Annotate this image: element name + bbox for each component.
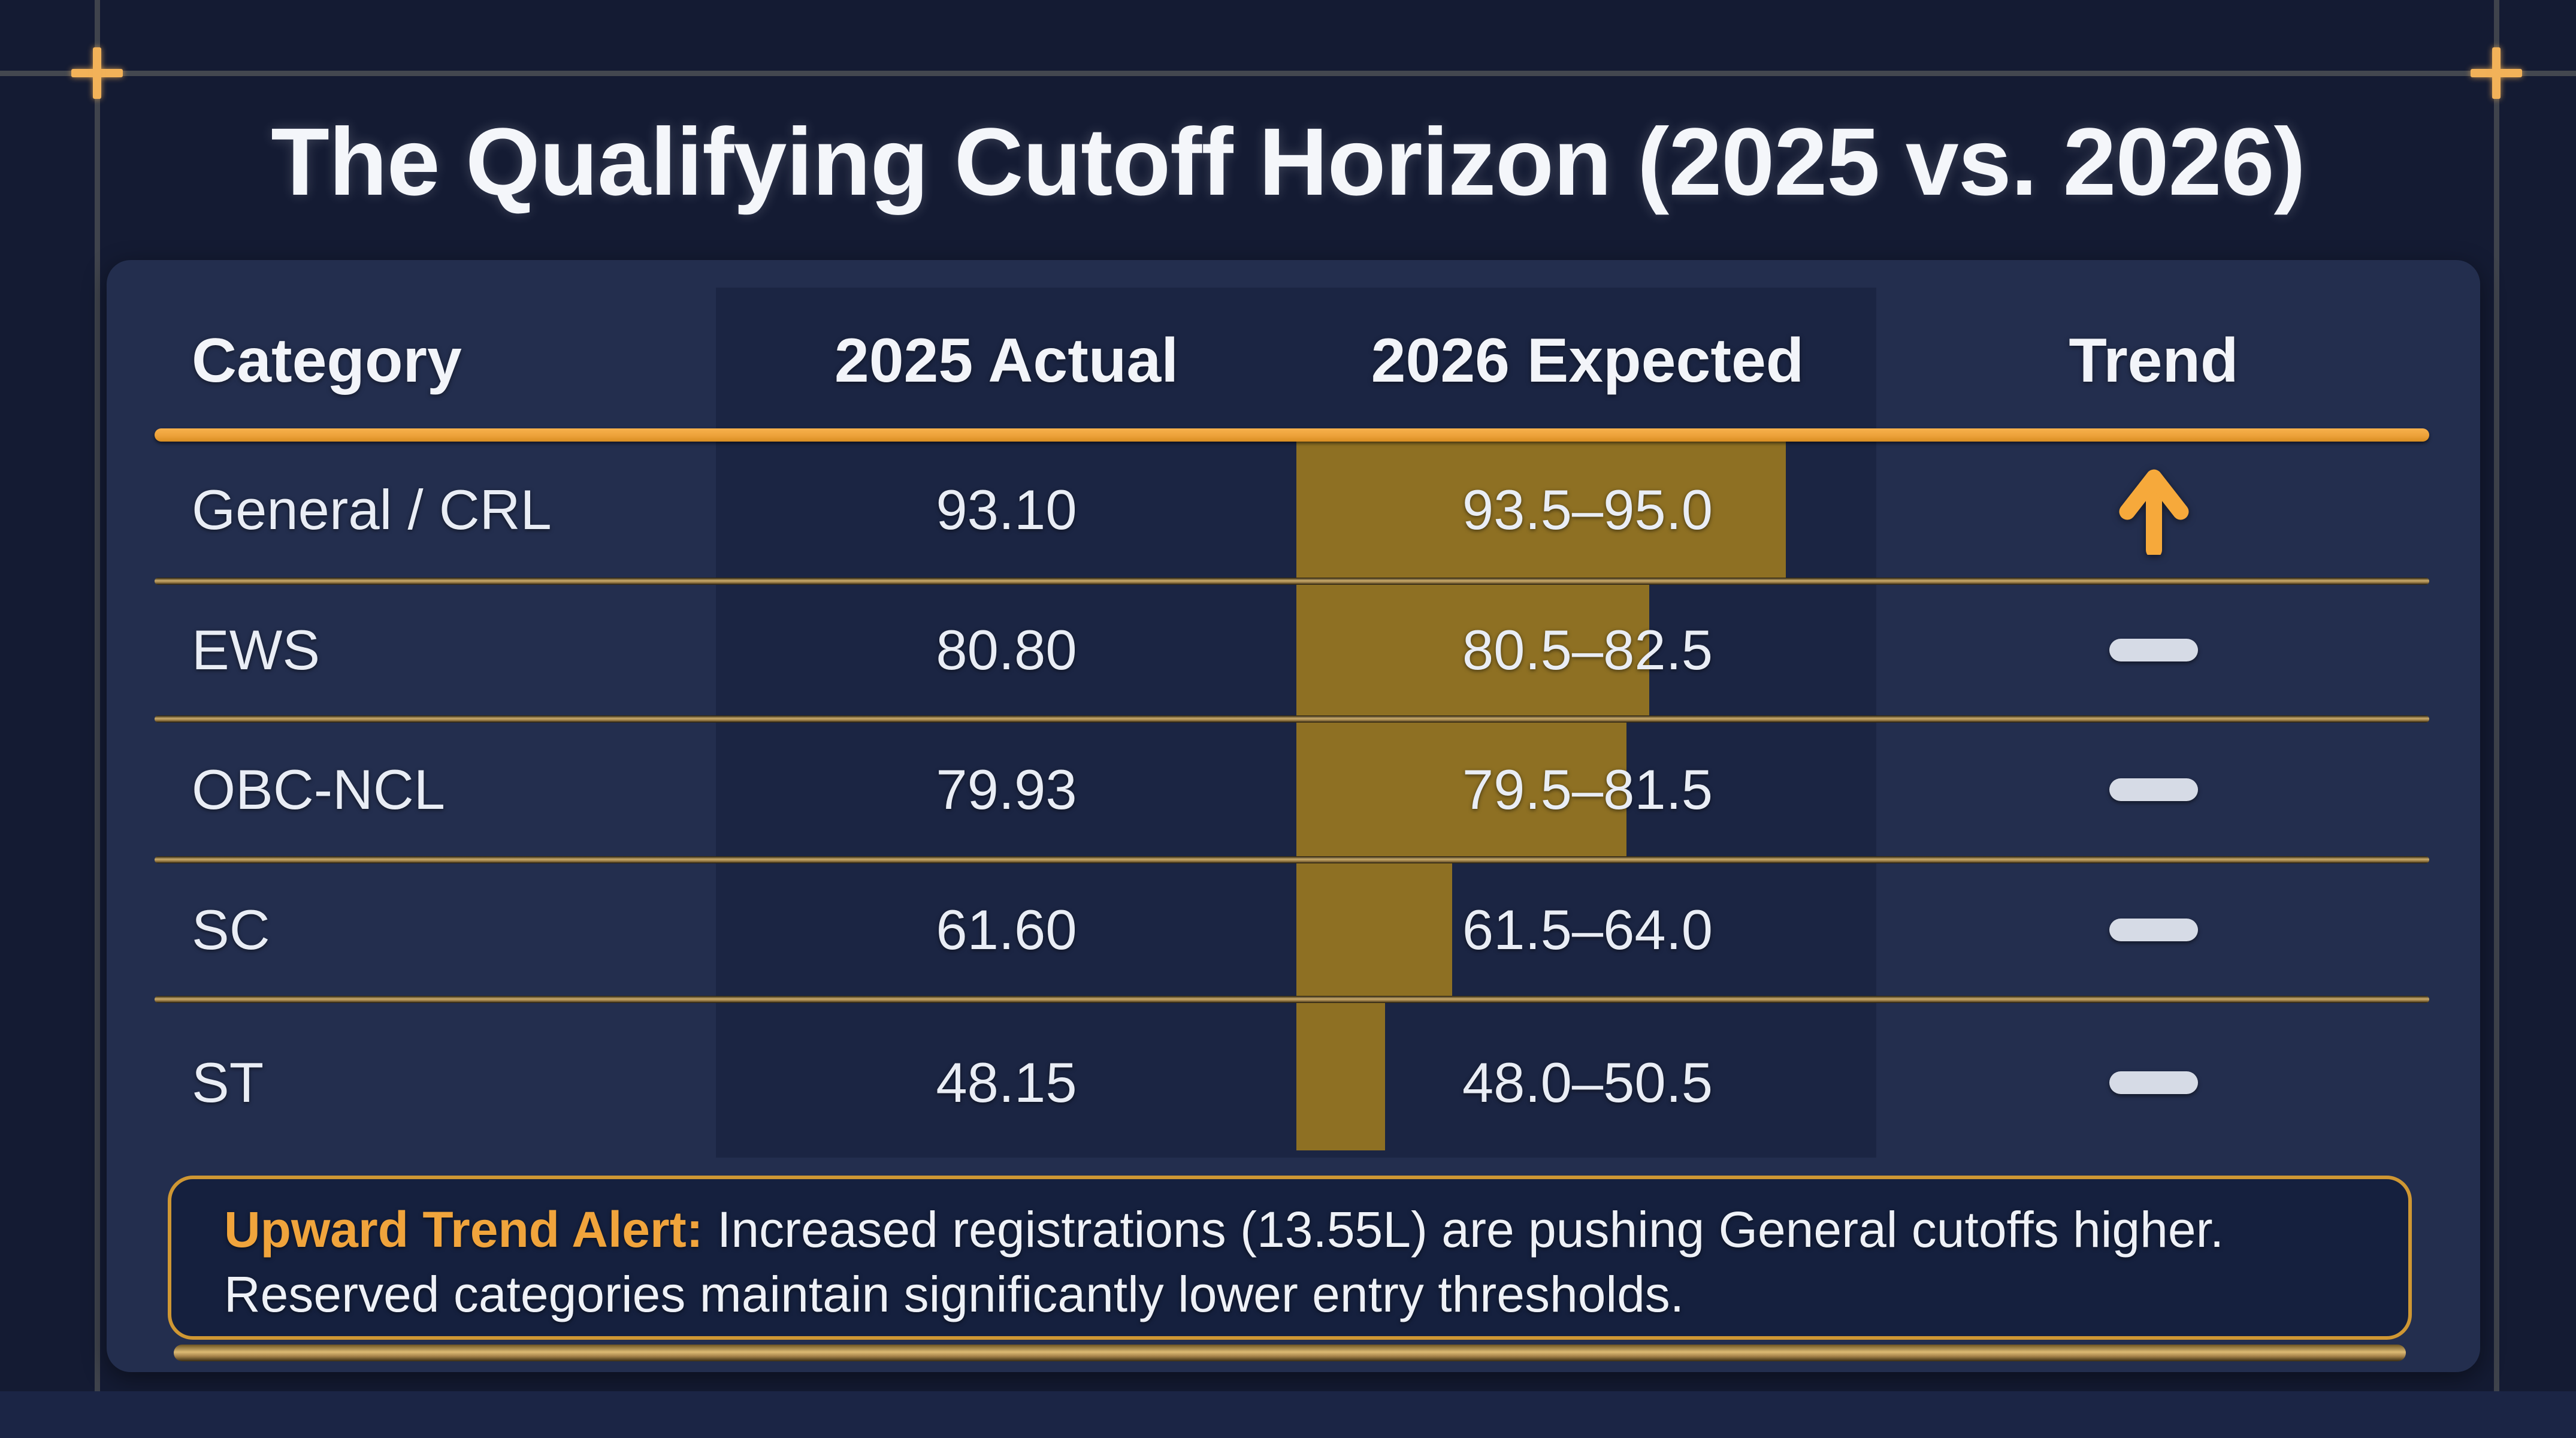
expected-2026-cell: 61.5–64.0 [1462, 898, 1713, 961]
expected-2026-cell: 79.5–81.5 [1462, 757, 1713, 821]
trim-guide-horizontal [0, 71, 2576, 76]
column-header-trend: Trend [2069, 326, 2239, 395]
column-header-category: Category [192, 326, 462, 395]
table-row: EWS 80.80 80.5–82.5 [155, 585, 2429, 715]
gold-highlight-bar-row-2 [1296, 585, 1649, 723]
trend-flat-dash-icon [2109, 918, 2198, 941]
category-cell: SC [192, 898, 270, 961]
gold-highlight-bar-row-5 [1296, 1003, 1385, 1150]
trend-flat-dash-icon [2109, 778, 2198, 801]
cutoff-table-card: Category 2025 Actual 2026 Expected Trend… [107, 260, 2480, 1372]
trend-cell [1878, 639, 2429, 661]
actual-2025-cell: 93.10 [936, 478, 1077, 541]
trend-cell [1878, 918, 2429, 941]
trend-cell [1878, 1071, 2429, 1094]
row-divider [155, 578, 2429, 585]
expected-2026-cell: 93.5–95.0 [1462, 478, 1713, 541]
category-cell: ST [192, 1050, 264, 1114]
row-divider [155, 715, 2429, 723]
alert-bottom-gold-bar [174, 1345, 2406, 1361]
page-title: The Qualifying Cutoff Horizon (2025 vs. … [271, 108, 2306, 215]
table-row: OBC-NCL 79.93 79.5–81.5 [155, 723, 2429, 856]
actual-2025-cell: 80.80 [936, 618, 1077, 681]
expected-2026-cell: 80.5–82.5 [1462, 618, 1713, 681]
expected-2026-cell: 48.0–50.5 [1462, 1050, 1713, 1114]
trend-flat-dash-icon [2109, 1071, 2198, 1094]
gold-highlight-bar-row-4 [1296, 863, 1452, 1003]
actual-2025-cell: 61.60 [936, 898, 1077, 961]
trend-cell [1878, 778, 2429, 801]
trend-cell [1878, 465, 2429, 555]
category-cell: OBC-NCL [192, 757, 446, 821]
row-divider [155, 856, 2429, 863]
bottom-edge-band [0, 1391, 2576, 1438]
crop-mark-bar [2492, 47, 2501, 99]
alert-label: Upward Trend Alert: [224, 1201, 703, 1258]
actual-2025-cell: 79.93 [936, 757, 1077, 821]
table-header-row: Category 2025 Actual 2026 Expected Trend [155, 294, 2429, 428]
table-row: SC 61.60 61.5–64.0 [155, 863, 2429, 996]
alert-text: Upward Trend Alert: Increased registrati… [224, 1197, 2356, 1327]
actual-2025-cell: 48.15 [936, 1050, 1077, 1114]
column-header-2025-actual: 2025 Actual [834, 326, 1179, 395]
gold-highlight-bar-row-3 [1296, 723, 1626, 863]
crop-mark-bar [93, 47, 101, 99]
gold-highlight-bar-row-1 [1296, 442, 1786, 585]
column-header-2026-expected: 2026 Expected [1371, 326, 1804, 395]
table-row: ST 48.15 48.0–50.5 [155, 1003, 2429, 1162]
category-cell: EWS [192, 618, 321, 681]
table-row: General / CRL 93.10 93.5–95.0 [155, 442, 2429, 578]
trim-guide-vertical-right [2494, 0, 2499, 1391]
trend-flat-dash-icon [2109, 639, 2198, 661]
row-divider [155, 996, 2429, 1003]
category-cell: General / CRL [192, 478, 552, 541]
upward-trend-alert-box: Upward Trend Alert: Increased registrati… [168, 1176, 2412, 1340]
trim-guide-vertical-left [95, 0, 100, 1391]
header-underline-rule [155, 428, 2429, 442]
alert-body: Increased registrations (13.55L) are pus… [224, 1201, 2224, 1322]
trend-up-arrow-icon [2117, 465, 2191, 555]
